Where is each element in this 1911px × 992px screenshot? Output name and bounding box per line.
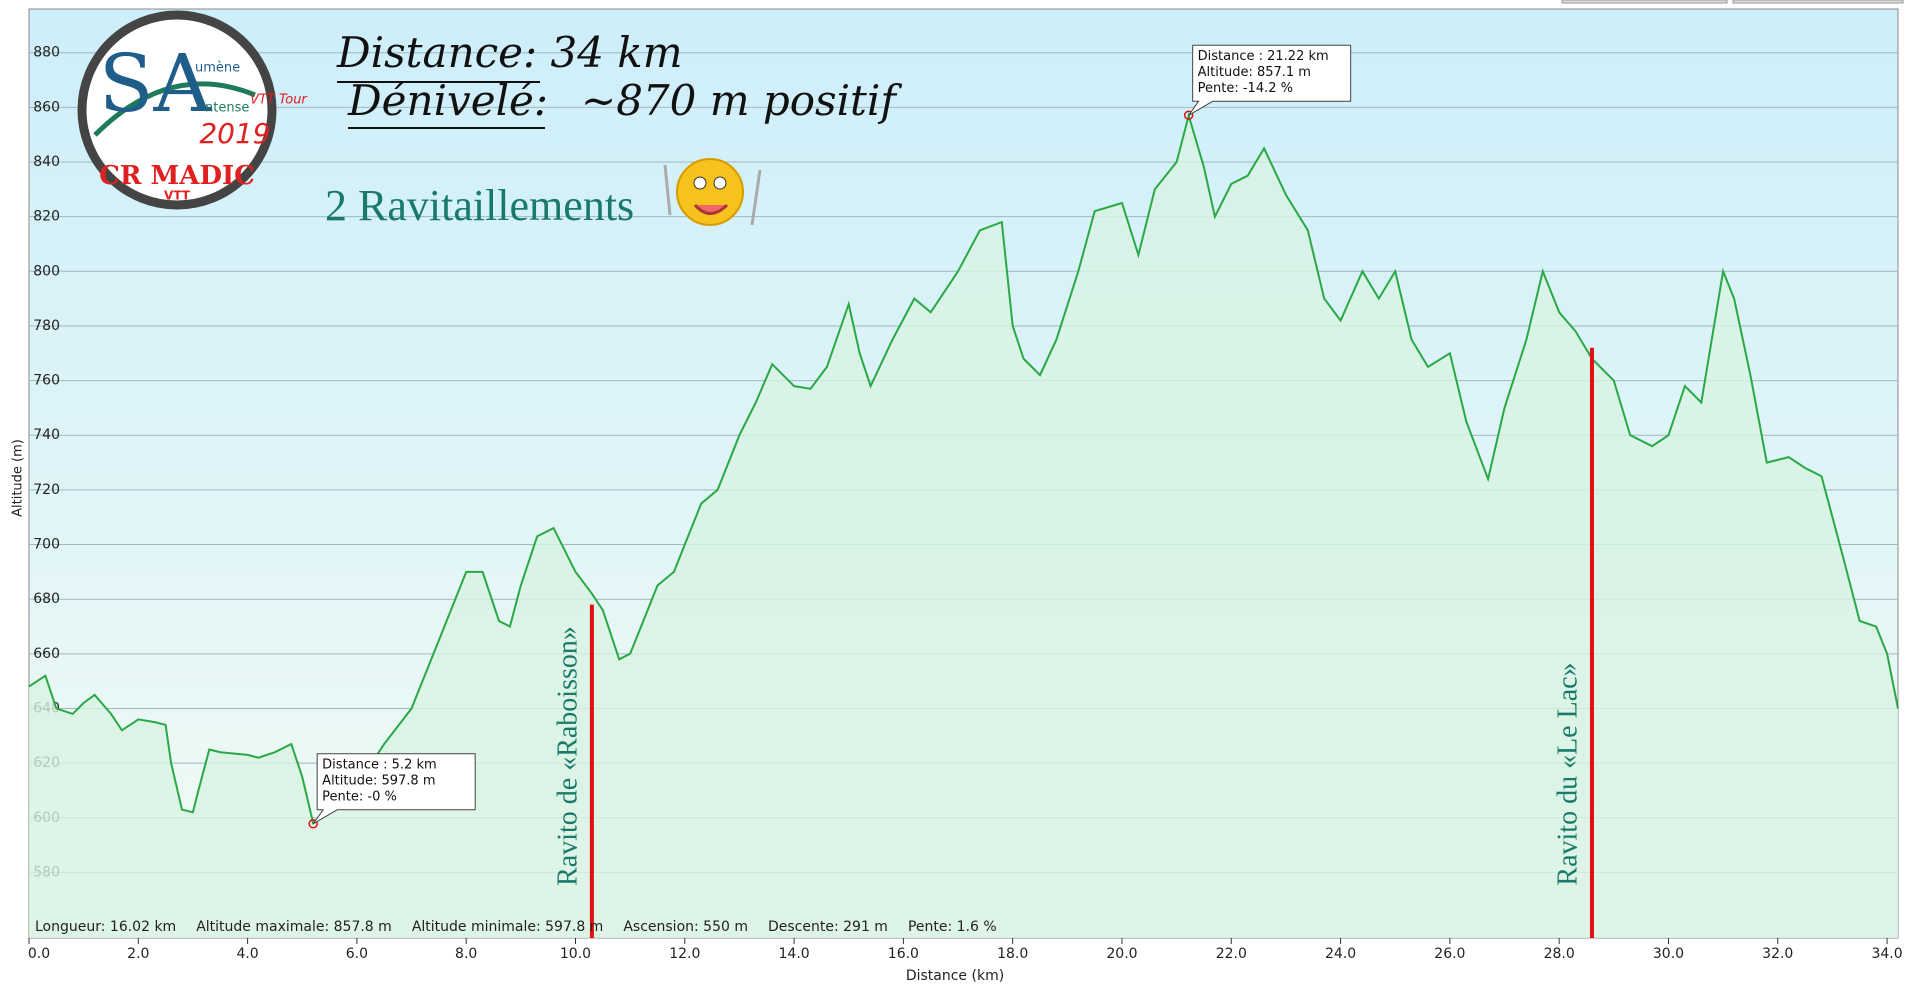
x-tick-label: 0.0 bbox=[28, 946, 50, 962]
x-tick-label: 8.0 bbox=[455, 946, 477, 962]
logo-ring bbox=[77, 10, 277, 210]
y-tick-label: 820 bbox=[33, 209, 60, 225]
x-tick-label: 24.0 bbox=[1325, 946, 1356, 962]
y-tick-label: 700 bbox=[33, 537, 60, 553]
ui-button[interactable] bbox=[1561, 0, 1728, 4]
tooltip-line: Altitude: 857.1 m bbox=[1198, 65, 1311, 80]
title-distance: Distance: 34 km bbox=[336, 28, 683, 77]
smiley-eye bbox=[713, 176, 727, 190]
y-axis-label: Altitude (m) bbox=[11, 439, 26, 517]
logo-sub: VTT bbox=[164, 189, 191, 203]
tooltip-box bbox=[312, 753, 476, 825]
stat: Altitude minimale: 597.8 m bbox=[412, 919, 604, 935]
x-axis-label: Distance (km) bbox=[906, 968, 1004, 984]
ravito-label: Ravito du «Le Lac» bbox=[1552, 662, 1583, 885]
x-tick-label: 30.0 bbox=[1653, 946, 1684, 962]
x-tick-label: 16.0 bbox=[888, 946, 919, 962]
x-tick-label: 22.0 bbox=[1216, 946, 1247, 962]
logo-letters: SA bbox=[99, 37, 213, 130]
tooltip-line: Distance : 5.2 km bbox=[322, 757, 437, 772]
x-tick-label: 10.0 bbox=[560, 946, 591, 962]
x-tick-label: 12.0 bbox=[669, 946, 700, 962]
x-tick-label: 20.0 bbox=[1106, 946, 1137, 962]
logo-main: CR MADIC bbox=[99, 161, 255, 191]
stat: Longueur: 16.02 km bbox=[35, 919, 176, 935]
title-denivele: Dénivelé: bbox=[347, 76, 548, 125]
ui-button[interactable] bbox=[1732, 0, 1904, 4]
knife bbox=[750, 169, 762, 226]
x-tick-label: 4.0 bbox=[236, 946, 258, 962]
logo-year: 2019 bbox=[199, 117, 270, 150]
plot: 5806006206406606807007207407607808008208… bbox=[28, 45, 1903, 962]
y-tick-label: 680 bbox=[33, 591, 60, 607]
ravito-label: Ravito de «Raboisson» bbox=[552, 626, 583, 886]
profile-line bbox=[28, 111, 1899, 825]
x-tick-label: 34.0 bbox=[1871, 946, 1902, 962]
smiley-eye bbox=[693, 176, 707, 190]
logo-swoosh bbox=[93, 81, 256, 137]
y-tick-label: 800 bbox=[33, 263, 60, 279]
y-tick-label: 860 bbox=[33, 99, 60, 115]
tooltip-box bbox=[1188, 44, 1352, 116]
stat: Ascension: 550 m bbox=[623, 919, 748, 935]
y-tick-label: 880 bbox=[33, 45, 60, 61]
y-tick-label: 780 bbox=[33, 318, 60, 334]
x-tick-label: 2.0 bbox=[127, 946, 149, 962]
tooltip-point bbox=[308, 819, 318, 829]
subtitle: 2 Ravitaillements bbox=[325, 181, 634, 230]
tooltip-line: Pente: -0 % bbox=[322, 789, 397, 804]
logo-word: VTT Tour bbox=[250, 93, 308, 108]
stat: Pente: 1.6 % bbox=[908, 919, 997, 935]
stat: Altitude maximale: 857.8 m bbox=[196, 919, 392, 935]
tooltip-point bbox=[1183, 110, 1194, 121]
stat: Descente: 291 m bbox=[768, 919, 888, 935]
area bbox=[29, 115, 1898, 939]
x-tick-label: 26.0 bbox=[1434, 946, 1465, 962]
title-gain: ~870 m positif bbox=[581, 76, 902, 125]
y-tick-label: 720 bbox=[33, 482, 60, 498]
x-tick-label: 32.0 bbox=[1762, 946, 1793, 962]
x-tick-label: 28.0 bbox=[1544, 946, 1575, 962]
y-tick-label: 760 bbox=[33, 373, 60, 389]
x-tick-label: 6.0 bbox=[346, 946, 368, 962]
x-tick-label: 18.0 bbox=[997, 946, 1028, 962]
y-tick-label: 660 bbox=[33, 646, 60, 662]
tooltip-line: Pente: -14.2 % bbox=[1198, 81, 1293, 96]
logo-word: umène bbox=[195, 61, 240, 76]
decorations: SA umène ntense VTT Tour 2019 CR MADIC V… bbox=[77, 10, 902, 230]
tooltip-line: Altitude: 597.8 m bbox=[322, 773, 435, 788]
y-tick-label: 740 bbox=[33, 427, 60, 443]
logo-word: ntense bbox=[205, 101, 249, 116]
smiley bbox=[676, 158, 744, 226]
y-tick-label: 840 bbox=[33, 154, 60, 170]
fork bbox=[663, 164, 672, 216]
x-tick-label: 14.0 bbox=[779, 946, 810, 962]
tooltip-line: Distance : 21.22 km bbox=[1198, 49, 1329, 64]
smiley-mouth bbox=[693, 203, 729, 215]
